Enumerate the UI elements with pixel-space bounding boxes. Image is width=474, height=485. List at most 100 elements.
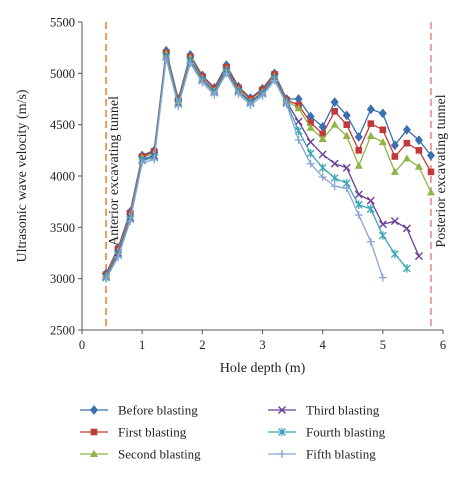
legend-item-first-blasting: First blasting — [80, 425, 187, 440]
data-point — [378, 231, 387, 240]
legend-label: Second blasting — [118, 447, 201, 462]
legend-item-fourth-blasting: Fourth blasting — [268, 425, 386, 440]
y-tick-label: 3500 — [50, 221, 75, 235]
data-point — [366, 204, 375, 214]
legend-swatch-marker — [278, 450, 286, 458]
data-point — [343, 121, 351, 128]
data-point — [307, 119, 314, 126]
data-point — [415, 147, 423, 154]
y-tick-label: 2500 — [50, 324, 75, 338]
legend-swatch-marker — [278, 427, 286, 437]
marker-stroke — [366, 196, 375, 205]
data-point — [210, 90, 219, 99]
data-point — [306, 138, 315, 147]
data-point — [114, 253, 123, 262]
tunnel-annotation: Anterior excavating tunnel — [107, 96, 122, 246]
legend-item-third-blasting: Third blasting — [268, 403, 380, 418]
data-point — [366, 196, 375, 205]
y-tick-label: 5500 — [50, 16, 75, 30]
legend-swatch-marker — [90, 428, 98, 436]
data-point — [426, 188, 435, 196]
data-point — [354, 161, 363, 169]
marker-stroke — [330, 159, 339, 168]
data-point — [402, 124, 411, 135]
legend-item-second-blasting: Second blasting — [80, 447, 201, 462]
data-point — [366, 237, 375, 246]
data-point — [378, 273, 387, 282]
data-point — [318, 150, 327, 159]
y-tick-label: 5000 — [50, 67, 75, 81]
x-tick-label: 3 — [259, 338, 265, 352]
data-point — [390, 249, 399, 259]
data-point — [402, 224, 411, 233]
legend-label: Fourth blasting — [306, 425, 386, 440]
x-tick-label: 6 — [440, 338, 446, 352]
legend-item-fifth-blasting: Fifth blasting — [268, 447, 376, 462]
data-point — [318, 134, 327, 143]
data-point — [366, 104, 375, 115]
data-point — [379, 126, 387, 134]
data-point — [414, 135, 423, 145]
legend-swatch-marker — [278, 406, 286, 414]
x-axis-title: Hole depth (m) — [220, 361, 306, 376]
data-point — [390, 140, 399, 151]
data-point — [150, 155, 159, 164]
data-point — [390, 217, 399, 226]
legend-label: Fifth blasting — [306, 447, 376, 462]
legend-label: First blasting — [118, 425, 187, 440]
series-fourth-blasting — [102, 52, 411, 282]
marker-stroke — [318, 150, 327, 159]
marker-stroke — [278, 406, 286, 414]
plot-area: 0 1 2 3 4 5 6 2500 3000 3500 4000 4500 5000 5500 Hole … — [15, 16, 449, 377]
data-point — [222, 69, 231, 78]
data-point — [330, 159, 339, 168]
data-point — [330, 173, 339, 183]
legend-swatch-marker — [90, 449, 98, 457]
data-point — [330, 120, 339, 128]
x-tick-label: 0 — [79, 338, 85, 352]
data-point — [355, 147, 363, 154]
data-point — [402, 154, 411, 162]
legend-label: Third blasting — [306, 403, 380, 418]
marker-stroke — [414, 252, 423, 261]
data-point — [354, 211, 363, 220]
data-point — [174, 102, 183, 111]
data-point — [138, 158, 147, 167]
y-tick-label: 4000 — [50, 170, 75, 184]
data-point — [342, 163, 351, 172]
data-point — [354, 132, 363, 142]
data-point — [427, 168, 435, 176]
data-point — [342, 131, 351, 139]
data-point — [378, 220, 387, 229]
data-point — [378, 108, 387, 119]
data-point — [258, 91, 267, 100]
data-point — [342, 110, 351, 121]
data-point — [306, 149, 315, 158]
data-point — [403, 139, 411, 147]
series-second-blasting — [102, 49, 435, 279]
data-point — [294, 104, 303, 112]
x-tick-label: 4 — [320, 338, 327, 352]
data-point — [330, 97, 339, 107]
data-point — [426, 150, 435, 161]
data-point — [414, 162, 423, 170]
tunnel-annotation: Posterior excavating tunnel — [434, 94, 449, 247]
data-point — [354, 200, 363, 209]
y-tick-label: 4500 — [50, 118, 75, 132]
marker-stroke — [378, 220, 387, 229]
data-point — [366, 131, 375, 139]
data-point — [234, 89, 243, 98]
data-point — [402, 264, 411, 273]
x-tick-label: 5 — [380, 338, 386, 352]
legend-item-before-blasting: Before blasting — [80, 403, 198, 418]
data-point — [390, 167, 399, 175]
legend-swatch-marker — [90, 405, 98, 415]
data-point — [318, 173, 327, 182]
data-point — [391, 153, 399, 160]
data-point — [378, 137, 387, 146]
marker-stroke — [390, 217, 399, 226]
legend-label: Before blasting — [118, 403, 198, 418]
data-point — [126, 217, 135, 226]
